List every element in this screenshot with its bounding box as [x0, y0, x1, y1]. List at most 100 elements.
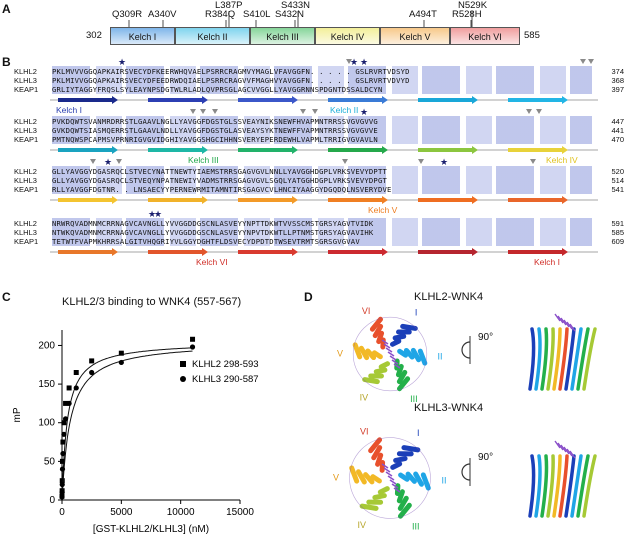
sequence-text: PVKDQWTSVANMRDRRSTLGAAVLNGLLYAVGGFDGSTGL…	[52, 117, 378, 126]
beta-strand-arrow	[58, 196, 118, 204]
peptide-ligand	[383, 343, 391, 349]
peptide-ligand	[393, 487, 401, 493]
peptide-ligand	[389, 479, 397, 485]
beta-strand	[396, 369, 408, 385]
residue-markers: ★	[190, 108, 542, 116]
triangle-marker	[200, 109, 206, 114]
beta-strand-arrow	[418, 196, 478, 204]
sequence-name: KLHL3	[14, 76, 37, 85]
beta-strand	[417, 348, 428, 366]
side-view-strand	[552, 454, 562, 518]
y-tick-label: 150	[38, 379, 55, 390]
domain-box-2: Kelch II	[175, 27, 250, 45]
peptide-ligand	[557, 315, 564, 324]
triangle-marker	[346, 59, 352, 64]
sequence-name: KLHL2	[14, 67, 37, 76]
beta-strand	[392, 333, 407, 341]
domain-box-4: Kelch IV	[315, 27, 380, 45]
kelch-blade-label: Kelch I	[56, 105, 82, 115]
legend-marker-square	[180, 361, 186, 367]
beta-strand	[397, 495, 409, 511]
peptide-ligand	[391, 483, 399, 489]
peptide-ligand	[381, 463, 389, 469]
mutation-label: A494T	[409, 9, 437, 20]
side-view-strand	[540, 327, 549, 391]
kelch-blade-label: Kelch IV	[546, 155, 578, 165]
beta-strand	[410, 347, 422, 363]
structure-title-klhl2: KLHL2-WNK4	[414, 291, 484, 303]
peptide-ligand	[569, 450, 576, 459]
beta-strand	[400, 323, 418, 331]
beta-strand-arrow	[238, 146, 298, 154]
panel-d-letter: D	[304, 290, 313, 304]
beta-strand-arrow	[148, 96, 208, 104]
beta-strand	[397, 502, 412, 519]
beta-strand-arrow	[58, 146, 118, 154]
beta-strand	[397, 376, 411, 392]
mutation-label: S433N	[281, 0, 311, 11]
star-marker: ★	[154, 210, 162, 218]
domain-box-5: Kelch V	[380, 27, 450, 45]
beta-strand	[371, 350, 383, 360]
domain-start: 302	[86, 30, 102, 41]
fit-curve	[61, 347, 193, 501]
beta-strand-arrow	[328, 146, 388, 154]
beta-strand	[401, 445, 421, 453]
beta-strand-arrow	[418, 146, 478, 154]
sequence-text: GLLYAVGGYDGASRQCLSTVEQYNPATNEWIYVADMSTRR…	[52, 176, 388, 185]
rotation-arrow	[461, 341, 471, 359]
side-view-strand	[582, 327, 597, 391]
beta-strand	[373, 367, 388, 375]
data-point-klhl3	[61, 431, 67, 437]
data-point-klhl2	[73, 370, 79, 375]
loop-outline	[352, 316, 428, 392]
sequence-name: KLHL2	[14, 117, 37, 126]
beta-strand	[362, 377, 380, 385]
domain-box-3: Kelch III	[250, 27, 315, 45]
blade-label: II	[437, 351, 442, 361]
beta-strand	[355, 469, 367, 485]
beta-strand	[372, 323, 384, 339]
sequence-name: KEAP1	[14, 237, 39, 246]
kelch-blade-label: Kelch II	[330, 105, 359, 115]
chart-title: KLHL2/3 binding to WNK4 (557-567)	[62, 296, 242, 308]
blade-label: I	[417, 428, 420, 438]
sequence-end-number: 441	[611, 126, 624, 135]
beta-strand-arrow	[418, 248, 478, 256]
secondary-structure-arrows	[50, 146, 598, 154]
data-point-klhl3	[59, 489, 65, 495]
beta-strand-arrow	[508, 146, 568, 154]
sequence-name: KLHL2	[14, 219, 37, 228]
data-point-klhl2	[59, 478, 65, 484]
side-view-strand	[558, 454, 569, 518]
peptide-ligand	[381, 339, 389, 345]
beta-strand-arrow	[418, 96, 478, 104]
beta-strand	[363, 472, 375, 485]
data-point-klhl3	[89, 369, 95, 376]
side-view-strand	[528, 454, 536, 518]
star-marker: ★	[118, 58, 126, 66]
peptide-ligand	[385, 347, 393, 353]
x-tick-label: 0	[59, 507, 65, 518]
mutation-ticks	[128, 11, 473, 28]
blade-label: V	[337, 349, 343, 359]
structure-title-klhl3: KLHL3-WNK4	[414, 402, 484, 414]
domain-box-1: Kelch I	[110, 27, 175, 45]
star-marker: ★	[360, 108, 368, 116]
sequence-text: GRLIYTAGGYFRQSLSYLEAYNPSDGTWLRLADLQVPRSG…	[52, 85, 383, 94]
sequence-text: TETWTFVAPMKHRRSALGITVHQGRIYVLGGYDGHTFLDS…	[52, 237, 360, 246]
side-view-strand	[546, 327, 555, 391]
data-point-klhl2	[118, 350, 124, 356]
triangle-marker	[300, 109, 306, 114]
sequence-text: GLLYAVGGYDGASRQCLSTVECYNATTNEWTYIAEMSTRR…	[52, 167, 388, 176]
beta-strand	[413, 471, 425, 487]
peptide-ligand	[563, 446, 570, 455]
x-tick-label: 5000	[110, 507, 133, 518]
beta-strand-arrow	[328, 96, 388, 104]
sequence-end-number: 447	[611, 117, 624, 126]
panel-c-binding-chart: C KLHL2/3 binding to WNK4 (557-567) 0 50 1…	[0, 290, 300, 543]
peptide-ligand	[393, 363, 401, 369]
star-marker: ★	[350, 58, 358, 66]
conservation-shading	[52, 218, 592, 246]
data-point-klhl3	[59, 494, 65, 500]
